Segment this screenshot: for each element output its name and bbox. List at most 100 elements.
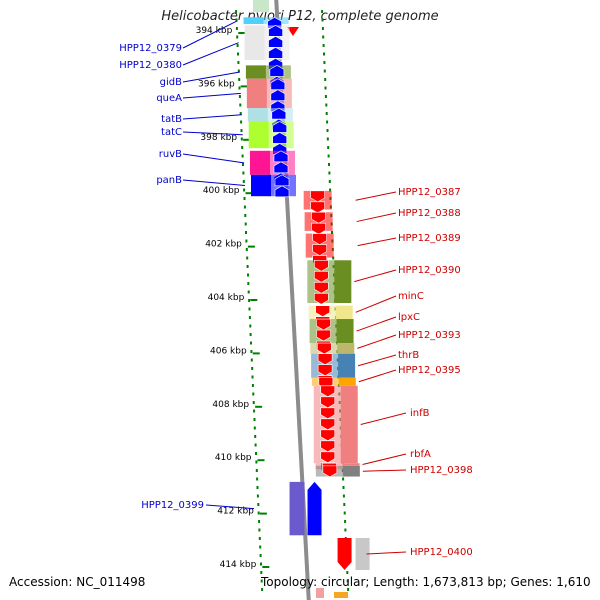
gene-label-HPP12_0387[interactable]: HPP12_0387 <box>398 187 461 198</box>
tick-dot <box>235 27 238 30</box>
gene-label-HPP12_0390[interactable]: HPP12_0390 <box>398 265 461 276</box>
tick-dot <box>328 163 330 166</box>
gene-label-HPP12_0388[interactable]: HPP12_0388 <box>398 208 461 219</box>
label-leader <box>358 369 397 383</box>
tick-dot <box>236 44 239 47</box>
gene-arrow <box>272 132 288 144</box>
tick-dot <box>343 503 346 506</box>
gene-block <box>245 65 266 79</box>
tick-dot <box>243 197 246 200</box>
tick-dot <box>247 282 250 285</box>
gene-arrow <box>269 65 285 77</box>
gene-label-panB[interactable]: panB <box>156 175 182 186</box>
tick-dot <box>239 103 242 107</box>
gene-arrow <box>271 107 287 120</box>
gene-arrow <box>320 396 336 409</box>
tick-label: 402 kbp <box>205 240 242 250</box>
tick-dot <box>241 146 244 149</box>
tick-dot <box>261 588 264 591</box>
label-leader <box>357 237 397 247</box>
gene-label-thrB[interactable]: thrB <box>398 350 419 361</box>
gene-block <box>340 385 358 464</box>
gene-block <box>342 465 360 477</box>
gene-arrow <box>268 24 283 37</box>
gene-arrow <box>316 329 331 342</box>
gene-label-HPP12_0389[interactable]: HPP12_0389 <box>398 233 461 244</box>
tick-mark <box>245 192 253 195</box>
tick-dot <box>251 375 254 379</box>
tick-dot <box>321 18 324 22</box>
gene-arrow <box>317 364 333 377</box>
map-title: Helicobacter pylori P12, complete genome <box>161 9 439 24</box>
tick-dot <box>252 401 255 404</box>
gene-label-tatB[interactable]: tatB <box>161 114 182 125</box>
tick-dot <box>237 69 240 73</box>
tick-dot <box>238 95 241 98</box>
gene-arrow <box>274 185 290 198</box>
tick-dot <box>342 477 345 481</box>
tick-dot <box>321 27 324 30</box>
tick-dot <box>258 537 261 540</box>
gene-arrow <box>272 121 288 133</box>
tick-dot <box>240 120 243 124</box>
gene-block <box>334 260 352 303</box>
gene-arrow <box>268 35 283 48</box>
tick-mark <box>240 85 248 88</box>
tick-dot <box>323 61 326 64</box>
tick-dot <box>324 86 327 90</box>
gene-block <box>243 17 264 24</box>
tick-dot <box>247 273 249 277</box>
tick-dot <box>328 171 331 175</box>
gene-label-HPP12_0399[interactable]: HPP12_0399 <box>141 500 204 511</box>
gene-arrow <box>320 429 336 442</box>
gene-label-minC[interactable]: minC <box>398 291 424 302</box>
gene-label-lpxC[interactable]: lpxC <box>398 312 420 323</box>
tick-label: 394 kbp <box>196 26 233 36</box>
tick-dot <box>259 554 262 557</box>
tick-dot <box>332 256 335 260</box>
tick-dot <box>242 180 245 183</box>
tick-dot <box>260 579 263 583</box>
gene-arrow <box>273 150 289 163</box>
tick-dot <box>235 10 238 13</box>
label-leader <box>360 412 407 425</box>
label-leader <box>357 334 397 349</box>
gene-arrow <box>310 190 325 203</box>
label-leader <box>354 269 397 283</box>
gene-arrow <box>320 451 336 464</box>
gene-arrow <box>314 259 329 272</box>
tick-dot <box>322 44 325 47</box>
gene-label-HPP12_0393[interactable]: HPP12_0393 <box>398 330 461 341</box>
tick-dot <box>251 384 254 387</box>
gene-label-infB[interactable]: infB <box>410 408 430 419</box>
tick-mark <box>252 352 260 355</box>
gene-arrow <box>312 233 328 245</box>
gene-arrow <box>320 407 336 420</box>
tick-dot <box>326 120 329 124</box>
gene-arrow <box>311 222 326 235</box>
tick-dot <box>242 163 244 166</box>
label-leader <box>362 469 407 472</box>
tick-dot <box>260 571 263 574</box>
tick-dot <box>346 579 349 583</box>
gene-label-gidB[interactable]: gidB <box>160 77 182 88</box>
tick-dot <box>244 222 247 226</box>
label-leader <box>355 191 397 201</box>
gene-arrow <box>314 281 329 294</box>
gene-label-HPP12_0380[interactable]: HPP12_0380 <box>119 60 182 71</box>
gene-label-queA[interactable]: queA <box>156 93 182 104</box>
label-leader <box>182 92 241 99</box>
gene-label-HPP12_0400[interactable]: HPP12_0400 <box>410 547 473 558</box>
gene-label-HPP12_0395[interactable]: HPP12_0395 <box>398 365 461 376</box>
gene-label-ruvB[interactable]: ruvB <box>159 149 182 160</box>
gene-label-tatC[interactable]: tatC <box>161 127 182 138</box>
gene-label-rbfA[interactable]: rbfA <box>410 449 431 460</box>
gene-label-HPP12_0379[interactable]: HPP12_0379 <box>119 43 182 54</box>
tick-mark <box>250 299 258 301</box>
gene-label-HPP12_0398[interactable]: HPP12_0398 <box>410 465 473 476</box>
tick-dot <box>322 35 325 39</box>
gene-arrow <box>317 353 333 366</box>
gene-arrow <box>322 465 338 478</box>
tick-dot <box>324 95 327 98</box>
